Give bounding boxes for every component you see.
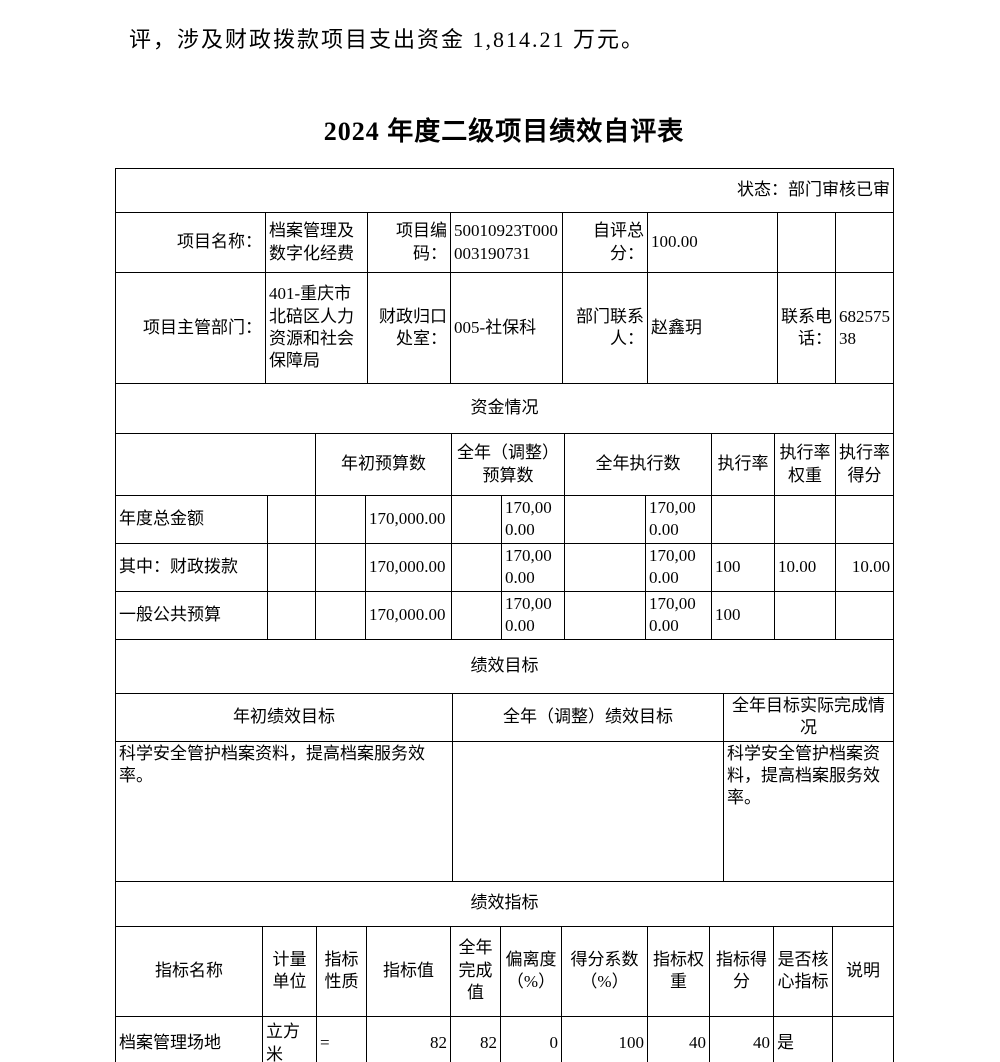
empty-cell — [267, 542, 316, 592]
indicators-table: 绩效指标 指标名称 计量单位 指标性质 指标值 全年完成值 偏离度（%） 得分系… — [114, 880, 895, 1062]
fund-rate: 100 — [711, 542, 775, 592]
col-completed-value: 全年完成值 — [450, 925, 501, 1017]
phone-value: 68257538 — [835, 272, 894, 384]
empty-cell — [267, 495, 316, 544]
actual-goal-text: 科学安全管护档案资料，提高档案服务效率。 — [723, 740, 894, 882]
indicator-coefficient: 100 — [561, 1015, 648, 1062]
empty-cell — [451, 495, 502, 544]
fund-initial: 170,000.00 — [365, 495, 452, 544]
project-code-label: 项目编码： — [367, 212, 451, 273]
empty-cell — [315, 542, 366, 592]
empty-cell — [451, 542, 502, 592]
col-exec-rate: 执行率 — [711, 433, 775, 496]
funds-table: 资金情况 年初预算数 全年（调整）预算数 全年执行数 执行率 执行率权重 执行率… — [114, 383, 895, 640]
adjusted-goal-text — [452, 740, 724, 882]
empty-cell — [777, 212, 836, 273]
col-target-value: 指标值 — [366, 925, 451, 1017]
contact-label: 部门联系人： — [562, 272, 648, 384]
empty-cell — [451, 590, 502, 640]
col-core-indicator: 是否核心指标 — [773, 925, 833, 1017]
indicator-core: 是 — [773, 1015, 833, 1062]
fund-executed: 170,000.00 — [645, 590, 712, 640]
empty-cell — [564, 590, 646, 640]
fund-initial: 170,000.00 — [365, 590, 452, 640]
col-indicator-score: 指标得分 — [709, 925, 774, 1017]
indicator-deviation: 0 — [500, 1015, 562, 1062]
fund-weight — [774, 590, 836, 640]
document-title: 2024 年度二级项目绩效自评表 — [323, 117, 685, 146]
fund-executed: 170,000.00 — [645, 495, 712, 544]
project-code-value: 50010923T000003190731 — [450, 212, 563, 273]
col-deviation: 偏离度（%） — [500, 925, 562, 1017]
col-adjusted-goal: 全年（调整）绩效目标 — [452, 692, 724, 742]
contact-value: 赵鑫玥 — [647, 272, 778, 384]
indicator-completed: 82 — [450, 1015, 501, 1062]
fund-score: 10.00 — [834, 542, 895, 592]
indicator-unit: 立方米 — [262, 1015, 317, 1062]
fund-initial: 170,000.00 — [365, 542, 452, 592]
empty-cell — [267, 590, 316, 640]
fund-weight: 10.00 — [774, 542, 836, 592]
indicator-score: 40 — [709, 1015, 774, 1062]
dept-value: 401-重庆市北碚区人力资源和社会保障局 — [265, 272, 368, 384]
col-actual-goal: 全年目标实际完成情况 — [723, 692, 894, 742]
funds-section-title: 资金情况 — [114, 383, 895, 434]
fund-rate: 100 — [711, 590, 775, 640]
indicator-note — [831, 1015, 895, 1062]
empty-cell — [315, 590, 366, 640]
fund-adjusted: 170,000.00 — [501, 495, 565, 544]
fund-executed: 170,000.00 — [645, 542, 712, 592]
fund-adjusted: 170,000.00 — [501, 542, 565, 592]
fund-row-label: 年度总金额 — [115, 495, 268, 544]
empty-cell — [564, 542, 646, 592]
col-adjusted-budget: 全年（调整）预算数 — [451, 433, 565, 496]
col-indicator-weight: 指标权重 — [647, 925, 710, 1017]
self-evaluation-table: 状态：部门审核已审 项目名称： 档案管理及数字化经费 项目编码： 5001092… — [114, 168, 895, 1062]
col-score-coefficient: 得分系数（%） — [561, 925, 648, 1017]
goals-section-title: 绩效目标 — [115, 638, 894, 694]
col-exec-rate-score: 执行率得分 — [834, 433, 895, 496]
dept-label: 项目主管部门： — [115, 272, 266, 384]
empty-cell — [564, 495, 646, 544]
self-score-label: 自评总分： — [562, 212, 648, 273]
project-name-label: 项目名称： — [115, 212, 266, 273]
finance-office-label: 财政归口处室： — [367, 272, 451, 384]
finance-office-value: 005-社保科 — [450, 272, 563, 384]
col-initial-goal: 年初绩效目标 — [115, 692, 453, 742]
self-score-value: 100.00 — [647, 212, 778, 273]
col-unit: 计量单位 — [262, 925, 317, 1017]
fund-score — [834, 495, 895, 544]
indicator-name: 档案管理场地 — [115, 1015, 263, 1062]
fund-weight — [774, 495, 836, 544]
col-initial-budget: 年初预算数 — [315, 433, 452, 496]
indicator-nature: = — [316, 1015, 367, 1062]
fund-row-label: 其中：财政拨款 — [115, 542, 268, 592]
status-cell: 状态：部门审核已审 — [115, 168, 894, 213]
col-nature: 指标性质 — [316, 925, 367, 1017]
indicator-weight: 40 — [647, 1015, 710, 1062]
fund-score — [834, 590, 895, 640]
empty-header — [115, 433, 316, 496]
empty-cell — [835, 212, 894, 273]
empty-cell — [315, 495, 366, 544]
indicator-target: 82 — [366, 1015, 451, 1062]
fund-rate — [711, 495, 775, 544]
col-executed: 全年执行数 — [564, 433, 712, 496]
col-exec-rate-weight: 执行率权重 — [774, 433, 836, 496]
goals-table: 绩效目标 年初绩效目标 全年（调整）绩效目标 全年目标实际完成情况 科学安全管护… — [115, 638, 894, 882]
col-indicator-name: 指标名称 — [115, 925, 263, 1017]
fund-row-label: 一般公共预算 — [115, 590, 268, 640]
phone-label: 联系电话： — [777, 272, 836, 384]
project-name-value: 档案管理及数字化经费 — [265, 212, 368, 273]
continuation-paragraph: 评，涉及财政拨款项目支出资金 1,814.21 万元。 — [129, 27, 646, 52]
col-note: 说明 — [831, 925, 895, 1017]
fund-adjusted: 170,000.00 — [501, 590, 565, 640]
indicators-section-title: 绩效指标 — [114, 880, 895, 927]
info-table: 状态：部门审核已审 项目名称： 档案管理及数字化经费 项目编码： 5001092… — [115, 168, 894, 384]
initial-goal-text: 科学安全管护档案资料，提高档案服务效率。 — [115, 740, 453, 882]
